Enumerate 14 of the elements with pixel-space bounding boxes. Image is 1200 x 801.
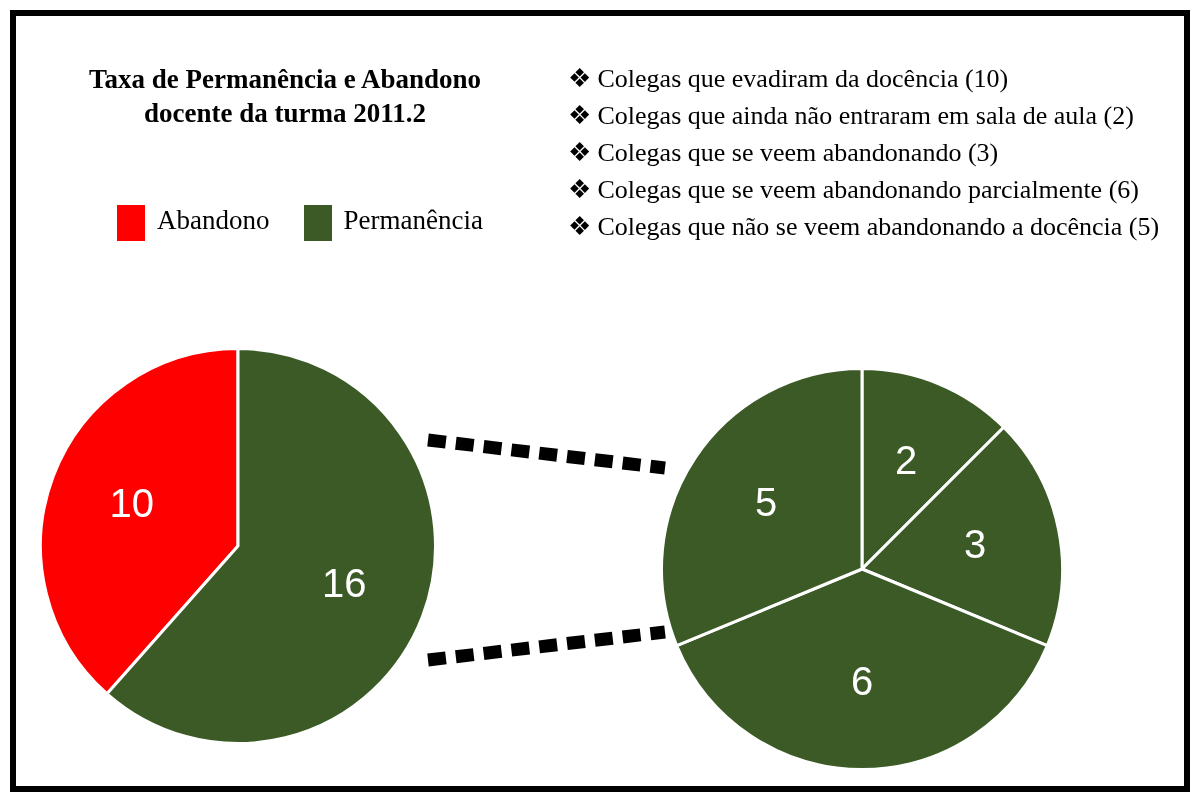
legend-label: Abandono: [157, 205, 270, 236]
data-label: 10: [109, 480, 155, 525]
text: ❖ Colegas que não se veem abandonando a docência (5): [568, 211, 1160, 243]
text: ❖ Colegas que evadiram da docência (10): [568, 63, 1010, 95]
data-label: 2: [894, 437, 918, 482]
data-label: 3: [963, 521, 987, 566]
text: ❖ Colegas que se veem abandonando (3): [568, 137, 1000, 169]
text: ❖ Colegas que se veem abandonando parcialmente (6): [568, 174, 1140, 206]
text: ❖ Colegas que ainda não entraram em sala de aula (2): [568, 100, 1135, 132]
chart-title: Taxa de Permanência e Abandono docente da turma 2011.2: [87, 63, 482, 130]
data-label: 16: [321, 561, 367, 606]
data-label: 5: [755, 479, 778, 524]
data-label: 6: [850, 659, 874, 704]
legend-label: Permanência: [343, 205, 483, 236]
